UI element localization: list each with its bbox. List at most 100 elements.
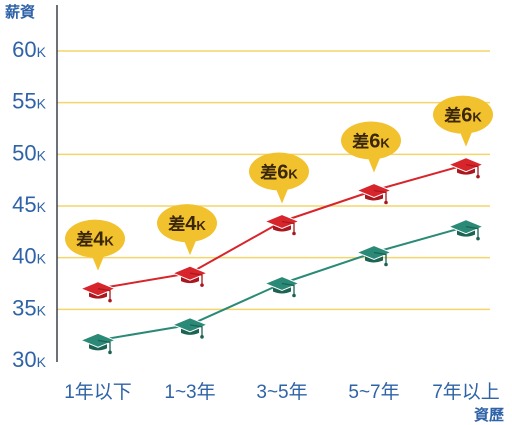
x-tick-label: 5~7年 [348,381,399,403]
y-tick-value: 40 [12,244,36,269]
cap-tassel [281,220,295,233]
cap-tassel-end [200,335,204,339]
y-tick-label: 40K [12,244,46,269]
cap-tassel-end [108,298,112,303]
callout-label: 差6K [352,131,390,153]
callout-unit: K [472,110,482,125]
x-tick-label: 3~5年 [256,381,307,403]
callout-pointer [183,238,197,256]
cap-tassel-end [292,231,296,236]
callout-prefix: 差 [444,106,461,126]
graduation-cap-icon [355,182,393,205]
callout-prefix: 差 [260,163,277,183]
callout-prefix: 差 [352,132,369,152]
data-points [79,157,485,355]
cap-tassel [97,288,111,300]
callout-value: 6 [369,131,380,153]
data-point [355,182,393,205]
cap-tassel [465,164,479,176]
cap-tassel [373,189,387,202]
callout-unit: K [288,167,298,182]
callout-bubble [249,152,309,191]
data-point [355,244,393,267]
y-tick-value: 55 [12,89,36,114]
difference-callout: 差6K [433,95,493,147]
graduation-cap-icon [263,213,301,236]
cap-tassel [465,226,479,238]
graduation-cap-icon [355,244,393,267]
difference-callout: 差4K [157,204,217,256]
y-tick-label: 30K [12,347,46,372]
cap-tassel-end [384,262,388,267]
cap-tassel [189,272,203,285]
x-tick-labels: 1年以下 1~3年 3~5年 5~7年 7年以上 [64,381,500,403]
data-point [79,332,117,355]
y-tick-label: 50K [12,140,46,165]
y-tick-value: 30 [12,347,36,372]
callout-unit: K [104,234,114,249]
callout-prefix: 差 [76,230,93,250]
difference-callout: 差6K [341,121,401,173]
cap-tassel [189,324,203,336]
data-point [447,157,485,179]
cap-tassel-end [476,236,480,241]
y-tick-label: 60K [12,37,46,62]
y-tick-unit: K [37,199,47,215]
gridlines [57,50,490,311]
graduation-cap-icon [79,281,117,303]
cap-tassel-end [292,293,296,298]
y-tick-unit: K [37,302,47,318]
cap-tassel-end [384,200,388,205]
callout-bubble [433,95,493,134]
callout-pointer [367,155,381,173]
data-point [171,265,209,287]
data-point [263,275,301,298]
y-tick-unit: K [37,354,47,370]
x-axis-title: 資歷 [474,406,504,424]
difference-callout: 差6K [249,152,309,204]
y-tick-unit: K [37,96,47,112]
callout-pointer [91,253,105,271]
y-tick-label: 35K [12,295,46,320]
callout-bubble [341,121,401,160]
graduation-cap-icon [263,275,301,298]
callout-unit: K [380,136,390,151]
callout-label: 差6K [444,105,482,127]
cap-tassel [373,251,387,264]
x-tick-label: 1年以下 [64,381,132,403]
graduation-cap-icon [447,219,485,241]
cap-tassel-end [200,283,204,287]
y-tick-value: 35 [12,295,36,320]
y-tick-label: 55K [12,89,46,114]
graduation-cap-icon [171,317,209,339]
callout-value: 4 [93,229,105,251]
x-tick-label: 1~3年 [164,381,215,403]
data-point [79,281,117,303]
data-point [263,213,301,236]
y-tick-value: 45 [12,192,36,217]
y-tick-unit: K [37,147,47,163]
difference-callout: 差4K [65,219,125,271]
data-point [171,317,209,339]
callout-label: 差6K [260,162,298,184]
callout-label: 差4K [76,229,114,251]
y-tick-value: 60 [12,37,36,62]
callout-pointer [459,129,473,147]
callout-pointer [275,186,289,204]
callout-bubble [157,204,217,243]
callout-value: 4 [185,213,197,235]
y-tick-unit: K [37,44,47,60]
cap-tassel-end [108,350,112,355]
graduation-cap-icon [447,157,485,179]
y-tick-unit: K [37,251,47,267]
callout-bubble [65,219,125,258]
y-axis-title: 薪資 [5,3,35,21]
callout-label: 差4K [168,213,206,235]
y-tick-value: 50 [12,140,36,165]
x-tick-label: 7年以上 [432,381,500,403]
y-tick-label: 45K [12,192,46,217]
cap-tassel-end [476,174,480,179]
callout-unit: K [196,218,206,233]
